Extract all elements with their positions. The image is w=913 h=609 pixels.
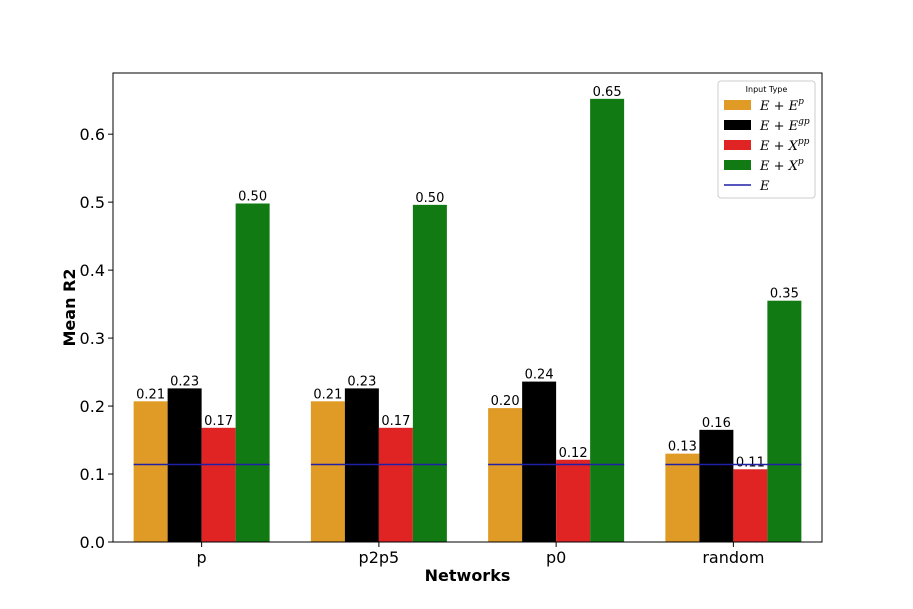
y-tick-label: 0.4	[80, 261, 105, 280]
legend-label: E + Egp	[759, 117, 810, 134]
bar	[488, 408, 523, 542]
data-label: 0.16	[702, 416, 731, 431]
legend-swatch	[724, 100, 751, 110]
y-axis: 0.0 0.1 0.2 0.3 0.4 0.5 0.6	[80, 125, 113, 552]
y-tick-label: 0.0	[80, 533, 105, 552]
y-axis-title: Mean R2	[60, 269, 79, 347]
bar	[412, 204, 447, 542]
bar	[522, 381, 557, 542]
y-tick-label: 0.1	[80, 465, 105, 484]
x-axis: p p2p5 p0 random	[197, 542, 764, 567]
legend-label: E	[759, 179, 770, 194]
legend-label: E + Ep	[759, 97, 804, 114]
data-label: 0.13	[668, 440, 697, 455]
legend-swatch	[724, 160, 751, 170]
legend-swatch	[724, 120, 751, 130]
legend-title: Input Type	[746, 85, 788, 94]
bar	[556, 459, 591, 542]
data-label: 0.20	[491, 394, 520, 409]
bar	[590, 98, 625, 543]
data-label: 0.21	[136, 387, 165, 402]
legend-label: E + Xp	[759, 157, 804, 174]
legend-label: E + Xpp	[759, 137, 810, 154]
bar	[378, 427, 413, 542]
bars-layer	[133, 98, 802, 543]
data-label: 0.65	[593, 85, 622, 100]
data-label: 0.12	[559, 446, 588, 461]
data-label: 0.35	[770, 287, 799, 302]
data-labels-layer: 0.21 0.23 0.17 0.50 0.21 0.23 0.17 0.50 0.20 0.24…	[136, 85, 799, 470]
bar	[733, 469, 768, 542]
data-label: 0.50	[238, 190, 267, 205]
data-label: 0.11	[736, 455, 765, 470]
legend: Input Type E + Ep E + Egp E + Xpp E + Xp E	[717, 80, 816, 199]
data-label: 0.23	[170, 374, 199, 389]
data-label: 0.17	[204, 414, 233, 429]
y-tick-label: 0.3	[80, 329, 105, 348]
bar	[235, 203, 270, 543]
data-label: 0.21	[313, 387, 342, 402]
bar	[665, 453, 700, 542]
y-tick-label: 0.6	[80, 125, 105, 144]
x-tick-label: p	[197, 548, 207, 567]
data-label: 0.17	[381, 414, 410, 429]
plot-frame	[112, 72, 823, 543]
x-tick-label: p2p5	[359, 548, 400, 567]
y-tick-label: 0.5	[80, 193, 105, 212]
data-label: 0.24	[525, 368, 554, 383]
x-tick-label: p0	[546, 548, 566, 567]
bar	[699, 429, 734, 542]
x-tick-label: random	[702, 548, 764, 567]
bar	[767, 300, 802, 542]
bar	[201, 427, 236, 542]
data-label: 0.23	[347, 374, 376, 389]
y-tick-label: 0.2	[80, 397, 105, 416]
legend-swatch	[724, 140, 751, 150]
bar	[310, 401, 345, 542]
data-label: 0.50	[415, 191, 444, 206]
x-axis-title: Networks	[425, 566, 511, 585]
bar	[133, 401, 168, 542]
